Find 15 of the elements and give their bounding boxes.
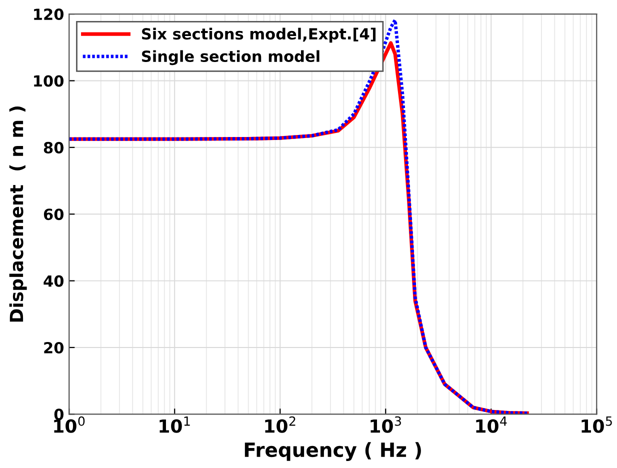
- y-tick-label: 100: [34, 75, 64, 87]
- y-tick-label: 80: [44, 142, 64, 154]
- x-tick-label: 10$^{2}$: [265, 416, 296, 433]
- y-tick-label: 40: [44, 275, 64, 287]
- x-tick-label: 10$^{1}$: [160, 416, 190, 433]
- y-tick-label: 60: [44, 208, 64, 220]
- legend-label: Six sections model,Expt.[4]: [142, 28, 376, 43]
- x-tick-label: 10$^{3}$: [370, 416, 401, 433]
- y-axis-title: Displacement ( n m ): [9, 106, 27, 322]
- legend-label: Single section model: [142, 50, 320, 66]
- x-tick-label: 10$^{5}$: [582, 416, 612, 433]
- y-tick-label: 120: [34, 8, 64, 20]
- x-axis-title: Frequency ( Hz ): [244, 442, 421, 462]
- y-tick-label: 20: [44, 342, 64, 354]
- x-tick-label: 10$^{4}$: [476, 416, 507, 433]
